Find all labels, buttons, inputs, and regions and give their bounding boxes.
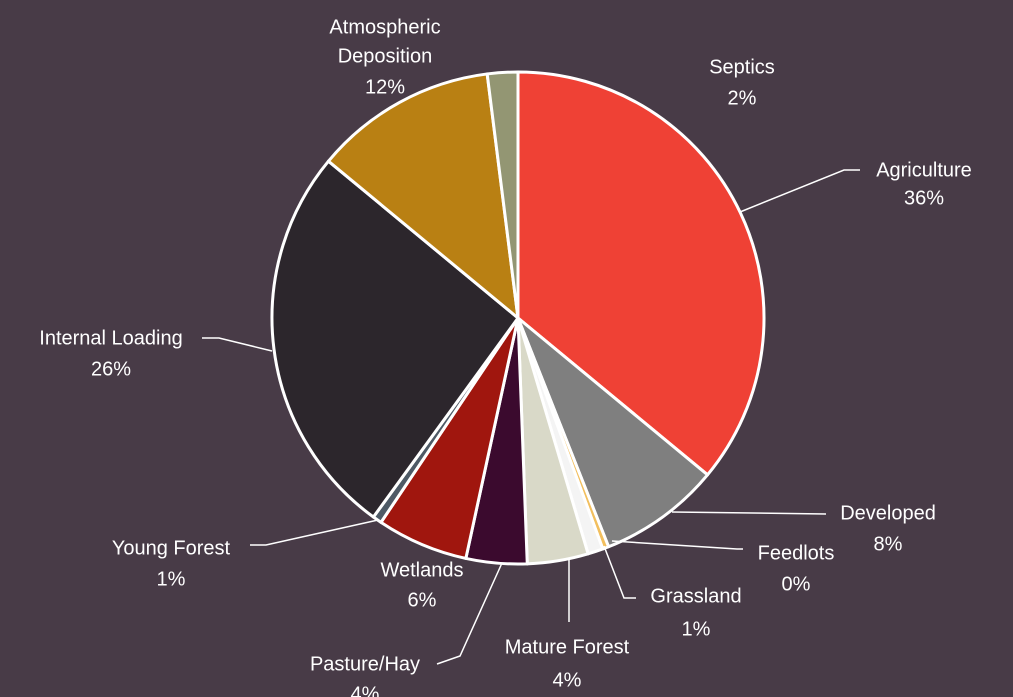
leader-line-young-forest (250, 519, 379, 546)
slice-value-young-forest: 1% (157, 568, 186, 590)
slice-label-atmospheric-deposition: Atmospheric (329, 16, 440, 38)
slice-value-atmospheric-deposition: 12% (365, 76, 405, 98)
slice-label-septics: Septics (709, 56, 775, 78)
slice-label-internal-loading: Internal Loading (39, 327, 182, 349)
slice-label-wetlands: Wetlands (380, 559, 463, 581)
slice-value-feedlots: 0% (782, 573, 811, 595)
slice-label-atmospheric-deposition: Deposition (338, 45, 433, 67)
leader-line-feedlots (611, 540, 743, 550)
slice-label-agriculture: Agriculture (876, 159, 972, 181)
slice-value-wetlands: 6% (408, 589, 437, 611)
slice-value-mature-forest: 4% (553, 669, 582, 691)
leader-line-pasture-hay (436, 562, 503, 665)
leader-lines (202, 169, 860, 665)
pie-slice-developed (516, 316, 710, 549)
slice-value-pasture-hay: 4% (351, 683, 380, 697)
slice-value-developed: 8% (874, 533, 903, 555)
slice-label-developed: Developed (840, 502, 936, 524)
pie-slice-agriculture (516, 70, 766, 477)
slice-value-agriculture: 36% (904, 187, 944, 209)
pie-slice-atmospheric-deposition (326, 72, 520, 320)
leader-line-internal-loading (202, 337, 273, 352)
slice-label-grassland: Grassland (650, 585, 741, 607)
pie-slices (270, 70, 766, 566)
slice-label-young-forest: Young Forest (112, 537, 231, 559)
slice-label-mature-forest: Mature Forest (505, 636, 630, 658)
slice-value-internal-loading: 26% (91, 358, 131, 380)
slice-value-septics: 2% (728, 87, 757, 109)
leader-line-grassland (603, 545, 636, 599)
slice-value-grassland: 1% (682, 618, 711, 640)
leader-line-agriculture (739, 169, 860, 213)
slice-labels: Agriculture 36% Developed 8% Feedlots 0% Grass… (39, 16, 972, 697)
slice-label-pasture-hay: Pasture/Hay (310, 653, 420, 675)
leader-line-developed (671, 511, 827, 515)
pie-slice-septics (485, 70, 520, 320)
slice-label-feedlots: Feedlots (758, 542, 835, 564)
pie-slice-internal-loading (270, 159, 520, 519)
